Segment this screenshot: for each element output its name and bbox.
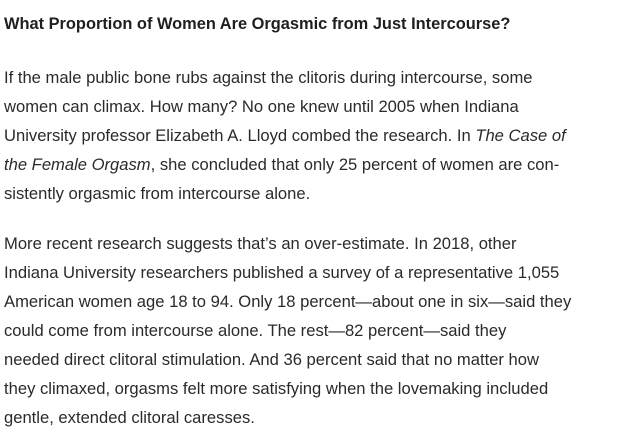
paragraph-2-line: Indiana University researchers published… [4, 263, 560, 282]
paragraph-1-line-1: If the male public bone rubs against the… [4, 68, 533, 87]
paragraph-2-line: gentle, extended clitoral caresses. [4, 408, 255, 427]
article-body: What Proportion of Women Are Orgasmic fr… [4, 0, 620, 432]
section-heading: What Proportion of Women Are Orgasmic fr… [4, 15, 511, 33]
paragraph-2-line: American women age 18 to 94. Only 18 per… [4, 292, 572, 311]
paragraph-2: More recent research suggests that’s an … [4, 229, 620, 432]
paragraph-1-line-3: University professor Elizabeth A. Lloyd … [4, 121, 620, 150]
paragraph-2-line: needed direct clitoral stimulation. And … [4, 350, 539, 369]
paragraph-1: If the male public bone rubs against the… [4, 63, 620, 208]
book-title-part-1: The Case of [475, 126, 566, 145]
paragraph-1-line-4-text: , she concluded that only 25 percent of … [150, 155, 560, 174]
paragraph-2-line: could come from intercourse alone. The r… [4, 321, 507, 340]
paragraph-1-line-4: the Female Orgasm, she concluded that on… [4, 150, 620, 179]
paragraph-2-line: More recent research suggests that’s an … [4, 234, 517, 253]
paragraph-1-line-2: women can climax. How many? No one knew … [4, 97, 519, 116]
book-title-part-2: the Female Orgasm [4, 155, 151, 174]
paragraph-1-line-5: sistently orgasmic from intercourse alon… [4, 184, 311, 203]
paragraph-2-line: they climaxed, orgasms felt more satisfy… [4, 379, 549, 398]
paragraph-1-line-3-text: University professor Elizabeth A. Lloyd … [4, 126, 476, 145]
